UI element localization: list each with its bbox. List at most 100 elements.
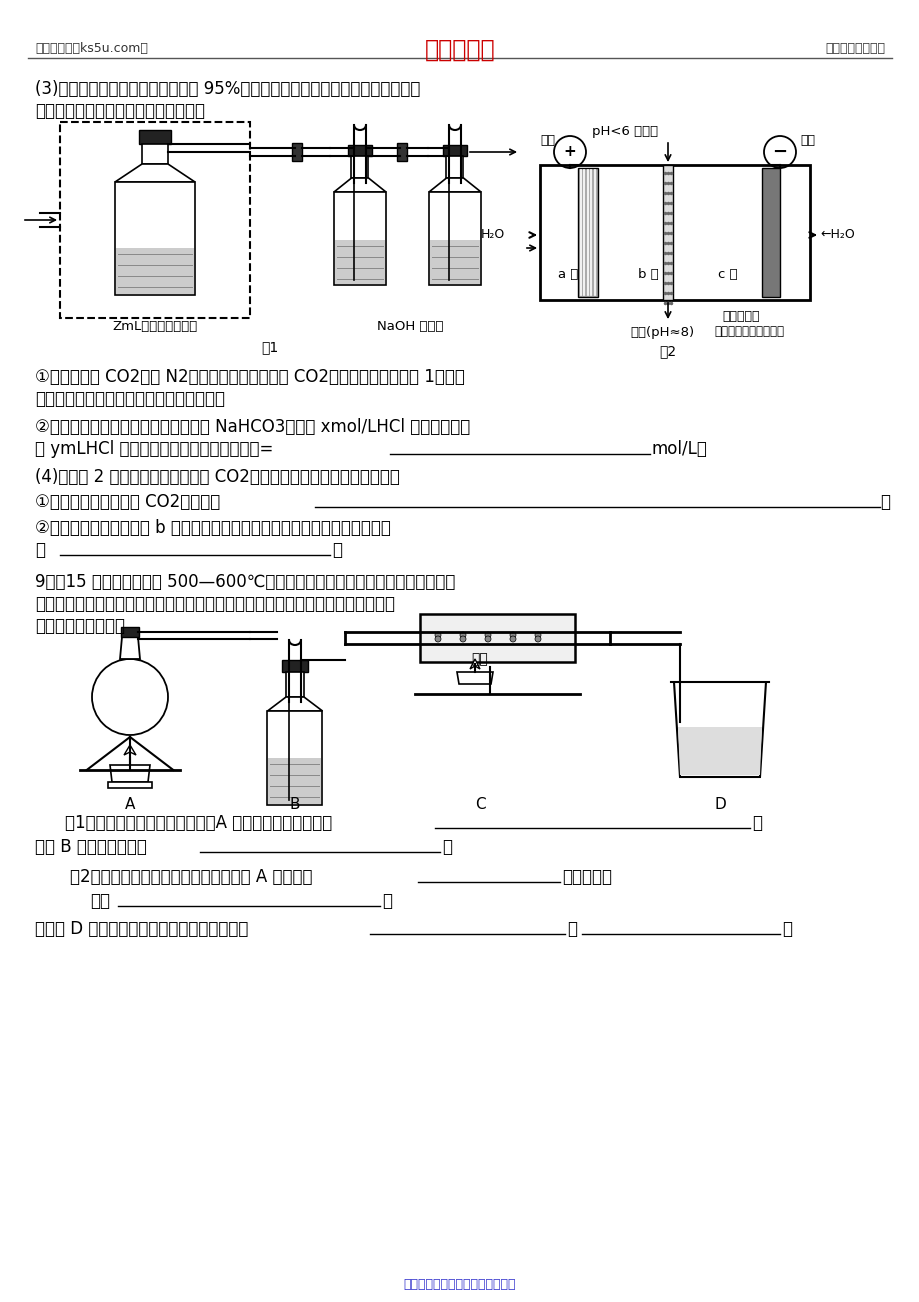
Circle shape <box>435 635 440 642</box>
Circle shape <box>553 135 585 168</box>
Polygon shape <box>124 745 136 755</box>
Bar <box>761 168 779 297</box>
Circle shape <box>509 631 516 638</box>
Bar <box>121 628 139 637</box>
Text: 。: 。 <box>879 493 889 510</box>
Text: pH<6 的海水: pH<6 的海水 <box>591 125 657 138</box>
Bar <box>663 165 673 299</box>
Bar <box>420 615 574 661</box>
Bar <box>539 165 809 299</box>
Text: 海水(pH≈8): 海水(pH≈8) <box>630 326 693 339</box>
Circle shape <box>484 631 491 638</box>
Text: 阳离子交换: 阳离子交换 <box>721 310 759 323</box>
Text: 。: 。 <box>381 892 391 910</box>
Polygon shape <box>267 697 323 711</box>
Text: 电源: 电源 <box>540 134 555 147</box>
Bar <box>335 241 384 284</box>
Text: 耗 ymLHCl 溶液，海水中溶解无机碳的浓度=: 耗 ymLHCl 溶液，海水中溶解无机碳的浓度= <box>35 440 273 458</box>
Text: 图1: 图1 <box>261 340 278 354</box>
Polygon shape <box>443 145 467 156</box>
Text: H₂O: H₂O <box>481 228 505 241</box>
Text: 。: 。 <box>332 542 342 559</box>
Text: 分是: 分是 <box>90 892 110 910</box>
Polygon shape <box>140 130 170 145</box>
Text: A: A <box>125 797 135 812</box>
Circle shape <box>435 631 440 638</box>
Circle shape <box>535 635 540 642</box>
Circle shape <box>92 659 168 736</box>
Circle shape <box>535 631 540 638</box>
Text: ②用该装置产生物质处理 b 室排出的海水，合格后排回大海。处理合格的方法: ②用该装置产生物质处理 b 室排出的海水，合格后排回大海。处理合格的方法 <box>35 519 391 536</box>
Bar <box>115 182 195 296</box>
Text: （只允许阳离子通过）: （只允许阳离子通过） <box>713 326 783 339</box>
Polygon shape <box>110 766 150 783</box>
Text: 。: 。 <box>781 921 791 937</box>
Text: (4)利用图 2 所示装置从海水中提取 CO2，有利于减少环境温室气体含量。: (4)利用图 2 所示装置从海水中提取 CO2，有利于减少环境温室气体含量。 <box>35 467 400 486</box>
Polygon shape <box>286 672 303 697</box>
Bar <box>428 191 481 285</box>
Text: 铁粉: 铁粉 <box>471 652 488 667</box>
Text: 础，测量溶解无机碳可采用如下方法：: 础，测量溶解无机碳可采用如下方法： <box>35 102 205 120</box>
Text: 9、（15 分）工业上，向 500—600℃的铁层中通入氯气生产无水氯化铁；向炽热: 9、（15 分）工业上，向 500—600℃的铁层中通入氯气生产无水氯化铁；向炽… <box>35 573 455 591</box>
Text: ←H₂O: ←H₂O <box>819 228 854 241</box>
Text: 、: 、 <box>566 921 576 937</box>
Text: D: D <box>713 797 725 812</box>
Bar <box>267 711 323 805</box>
Circle shape <box>460 635 466 642</box>
Text: (3)海水中溶解无机碳占海水总碳的 95%以上，其准确测量是研究海洋碳循环的基: (3)海水中溶解无机碳占海水总碳的 95%以上，其准确测量是研究海洋碳循环的基 <box>35 79 420 98</box>
Text: b 室: b 室 <box>637 268 658 281</box>
Text: 高考资源网: 高考资源网 <box>425 38 494 62</box>
Bar <box>577 168 597 297</box>
Polygon shape <box>115 164 195 182</box>
Bar <box>397 143 406 161</box>
Circle shape <box>509 635 516 642</box>
Text: NaOH 吸收液: NaOH 吸收液 <box>377 320 443 333</box>
Text: 。: 。 <box>441 838 451 855</box>
Polygon shape <box>119 637 140 659</box>
Bar <box>116 247 194 294</box>
Text: 图2: 图2 <box>659 344 675 358</box>
Circle shape <box>460 631 466 638</box>
Text: 是: 是 <box>35 542 45 559</box>
Text: mol/L。: mol/L。 <box>652 440 707 458</box>
Bar <box>291 143 301 161</box>
Text: 高考资源网版权所有，侵权必究！: 高考资源网版权所有，侵权必究！ <box>403 1279 516 1292</box>
Text: 电源: 电源 <box>800 134 814 147</box>
Text: 高考资源网（ks5u.com）: 高考资源网（ks5u.com） <box>35 42 148 55</box>
Text: ①气提、吸收 CO2，用 N2从酸化后的海水中吹出 CO2，并用碱液吸收（图 1），将: ①气提、吸收 CO2，用 N2从酸化后的海水中吹出 CO2，并用碱液吸收（图 1… <box>35 368 464 385</box>
Polygon shape <box>446 156 463 178</box>
Polygon shape <box>457 672 493 684</box>
Bar <box>334 191 386 285</box>
Text: ，: ， <box>751 814 761 832</box>
Polygon shape <box>470 659 480 669</box>
Text: a 室: a 室 <box>558 268 578 281</box>
Text: c 室: c 室 <box>717 268 737 281</box>
Text: 您身边的高考专家: 您身边的高考专家 <box>824 42 884 55</box>
Text: 铁层中通入氯化氢气生产无水氯化亚铁。现用如图所示的装置模拟上述过程进行试: 铁层中通入氯化氢气生产无水氯化亚铁。现用如图所示的装置模拟上述过程进行试 <box>35 595 394 613</box>
Text: 验。回答下列问题：: 验。回答下列问题： <box>35 617 125 635</box>
Polygon shape <box>351 156 369 178</box>
Polygon shape <box>334 178 386 191</box>
Circle shape <box>763 135 795 168</box>
Text: （1）制取无水氯化铁的实验中，A 中反应的化学方程式为: （1）制取无水氯化铁的实验中，A 中反应的化学方程式为 <box>65 814 332 832</box>
Text: −: − <box>772 143 787 161</box>
Text: ①结合方程式简述提取 CO2的原理：: ①结合方程式简述提取 CO2的原理： <box>35 493 220 510</box>
Text: 装置 B 中加入的试剂是: 装置 B 中加入的试剂是 <box>35 838 147 855</box>
Polygon shape <box>282 660 307 672</box>
Text: ZmL海水（末酸化）: ZmL海水（末酸化） <box>112 320 198 333</box>
Circle shape <box>484 635 491 642</box>
Bar <box>268 758 321 805</box>
Polygon shape <box>347 145 371 156</box>
Text: 虚线框中的装置补充完整并标出所用试剂。: 虚线框中的装置补充完整并标出所用试剂。 <box>35 391 225 408</box>
Polygon shape <box>142 145 168 164</box>
Text: 。尾气的成: 。尾气的成 <box>562 868 611 885</box>
Bar <box>108 783 152 788</box>
Text: 若仍用 D 的装置进行尾气处理，存在的问题是: 若仍用 D 的装置进行尾气处理，存在的问题是 <box>35 921 248 937</box>
Text: B: B <box>289 797 300 812</box>
Polygon shape <box>428 178 481 191</box>
Text: C: C <box>474 797 485 812</box>
Text: ②滴定。将吸收液洗后的无机碳转化为 NaHCO3，再用 xmol/LHCl 溶液滴定，消: ②滴定。将吸收液洗后的无机碳转化为 NaHCO3，再用 xmol/LHCl 溶液… <box>35 418 470 436</box>
Polygon shape <box>677 727 761 775</box>
Text: （2）制取无水氯化亚铁的实验中，装置 A 用来制取: （2）制取无水氯化亚铁的实验中，装置 A 用来制取 <box>70 868 312 885</box>
Bar <box>429 241 480 284</box>
